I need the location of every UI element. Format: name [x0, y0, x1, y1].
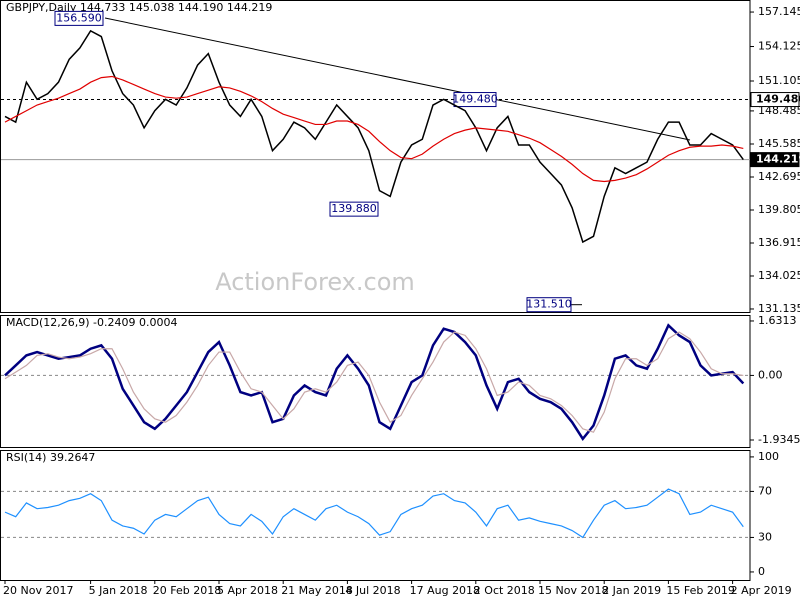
y-tick-label: 145.585: [758, 137, 800, 150]
series-line: [4, 75, 744, 183]
watermark: ActionForex.com: [215, 268, 415, 296]
panel-title: RSI(14) 39.2647: [6, 451, 95, 464]
x-tick-label: 15 Feb 2019: [666, 584, 734, 597]
panel-frame: [0, 315, 751, 448]
level-label: 144.219: [756, 153, 800, 166]
y-tick-label: 0.00: [758, 368, 783, 381]
x-tick-label: 20 Nov 2017: [3, 584, 73, 597]
x-tick-label: 15 Nov 2018: [538, 584, 608, 597]
y-tick-label: 0: [758, 565, 765, 578]
y-tick-label: 136.915: [758, 236, 800, 249]
y-tick-label: 100: [758, 450, 779, 463]
y-tick-label: 1.6313: [758, 314, 797, 327]
level-label-box: [750, 152, 800, 168]
annotation-label: 131.510: [526, 298, 572, 311]
annotation-label: 139.880: [331, 202, 377, 215]
series-line: [4, 323, 745, 441]
y-tick-label: 154.125: [758, 40, 800, 53]
trendline: [104, 17, 691, 141]
annotation-box: [54, 10, 104, 26]
y-tick-label: 30: [758, 530, 772, 543]
x-tick-label: 4 Jul 2018: [345, 584, 400, 597]
y-tick-label: 142.695: [758, 170, 800, 183]
x-tick-label: 2 Oct 2018: [474, 584, 535, 597]
x-tick-label: 5 Jan 2018: [89, 584, 148, 597]
annotation-label: 149.480: [452, 93, 498, 106]
y-tick-label: 151.105: [758, 74, 800, 87]
panel-title: GBPJPY,Daily 144.733 145.038 144.190 144…: [6, 1, 272, 14]
x-tick-label: 2 Jan 2019: [602, 584, 661, 597]
y-tick-label: 157.145: [758, 5, 800, 18]
x-tick-label: 2 Apr 2019: [731, 584, 792, 597]
level-label-box: [750, 92, 800, 108]
y-tick-label: -1.9345: [758, 433, 800, 446]
level-label: 149.480: [756, 93, 800, 106]
panel-frame: [0, 0, 751, 313]
y-tick-label: 131.135: [758, 302, 800, 315]
x-tick-label: 17 Aug 2018: [410, 584, 480, 597]
x-tick-label: 21 May 2018: [281, 584, 353, 597]
x-tick-label: 5 Apr 2018: [217, 584, 278, 597]
series-line: [4, 331, 744, 433]
y-tick-label: 134.025: [758, 269, 800, 282]
series-line: [4, 29, 744, 244]
annotation-label: 156.590: [56, 11, 102, 24]
y-tick-label: 139.805: [758, 203, 800, 216]
panel-title: MACD(12,26,9) -0.2409 0.0004: [6, 316, 177, 329]
y-tick-label: 70: [758, 484, 772, 497]
annotation-box: [453, 92, 497, 108]
x-tick-label: 20 Feb 2018: [153, 584, 221, 597]
series-line: [4, 488, 744, 539]
y-tick-label: 148.485: [758, 104, 800, 117]
panel-frame: [0, 450, 751, 581]
annotation-box: [526, 297, 572, 313]
annotation-box: [329, 201, 379, 217]
